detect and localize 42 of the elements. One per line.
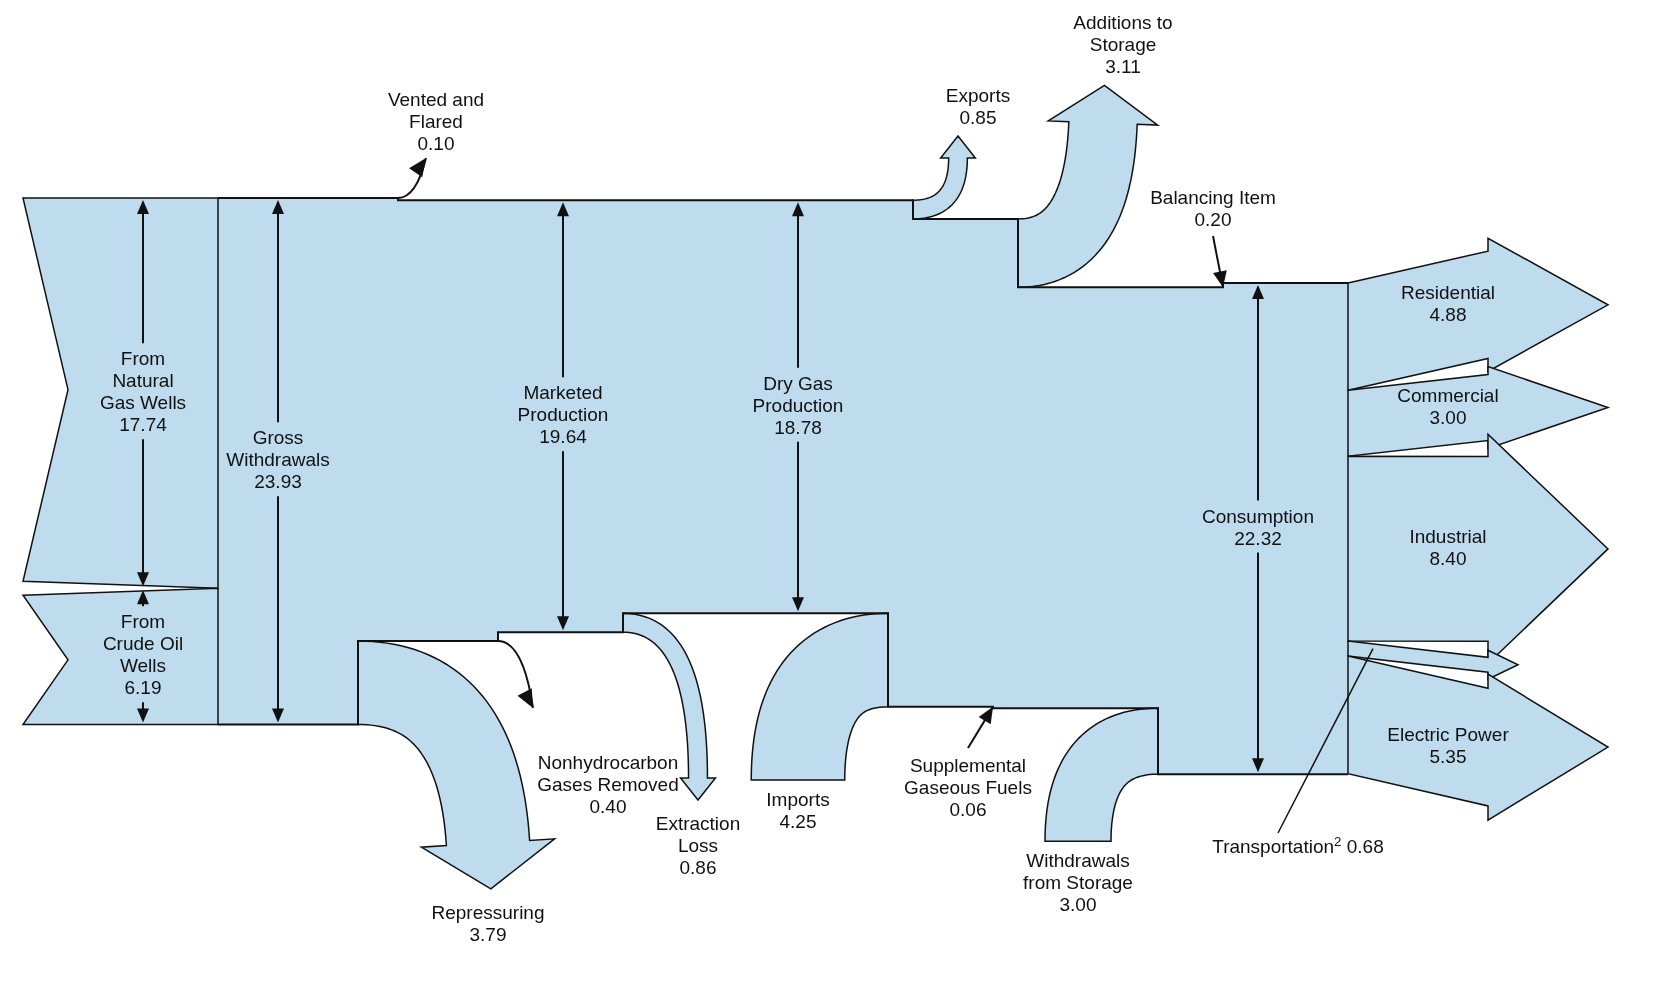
category-label: Extraction Loss — [655, 813, 741, 856]
category-label: Additions to Storage — [1073, 12, 1173, 56]
data-label: 0.40 — [589, 796, 627, 817]
category-label: Withdrawals from Storage — [1023, 850, 1133, 894]
category-label: Imports — [766, 789, 830, 811]
category-label: Balancing Item — [1150, 187, 1276, 208]
category-label: Commercial — [1397, 384, 1499, 406]
category-label: Consumption — [1202, 505, 1314, 527]
data-label: 0.68 — [1346, 836, 1384, 857]
data-label: 0.20 — [1194, 209, 1232, 230]
category-label: Marketed Production — [517, 382, 609, 426]
category-label: Exports — [945, 85, 1011, 106]
data-label: 0.85 — [959, 107, 997, 128]
category-label: Nonhydrocarbon Gases Removed — [537, 752, 679, 795]
data-label: 0.86 — [679, 857, 717, 878]
category-label: Gross Withdrawals — [226, 427, 330, 471]
category-label: Vented and Flared — [387, 89, 485, 132]
data-label: 3.00 — [1059, 894, 1097, 916]
category-label: Industrial — [1409, 525, 1487, 547]
data-label: 3.79 — [469, 923, 507, 945]
category-label: Transportation$^{2}$ — [1212, 833, 1342, 857]
data-label: 19.64 — [539, 426, 588, 448]
category-label: Supplemental Gaseous Fuels — [904, 755, 1032, 798]
data-label: 8.40 — [1429, 547, 1467, 569]
category-label: Residential — [1401, 281, 1495, 303]
category-label: Electric Power — [1387, 724, 1510, 746]
category-label: Repressuring — [431, 901, 545, 923]
data-label: 4.25 — [779, 811, 817, 833]
data-label: 0.10 — [417, 133, 455, 154]
category-label: From Natural Gas Wells — [99, 348, 187, 414]
data-label: 5.35 — [1429, 746, 1467, 768]
data-label: 17.74 — [119, 414, 168, 436]
category-label: From Crude Oil Wells — [102, 611, 184, 677]
data-label: 3.11 — [1105, 56, 1141, 78]
data-label: 22.32 — [1234, 527, 1282, 549]
data-label: 3.00 — [1429, 406, 1467, 428]
data-label: 23.93 — [254, 471, 302, 493]
data-label: 6.19 — [124, 677, 162, 699]
data-label: 0.06 — [949, 799, 987, 820]
data-label: 4.88 — [1429, 303, 1467, 325]
data-label: 18.78 — [774, 416, 822, 438]
category-label: Dry Gas Production — [752, 372, 844, 416]
